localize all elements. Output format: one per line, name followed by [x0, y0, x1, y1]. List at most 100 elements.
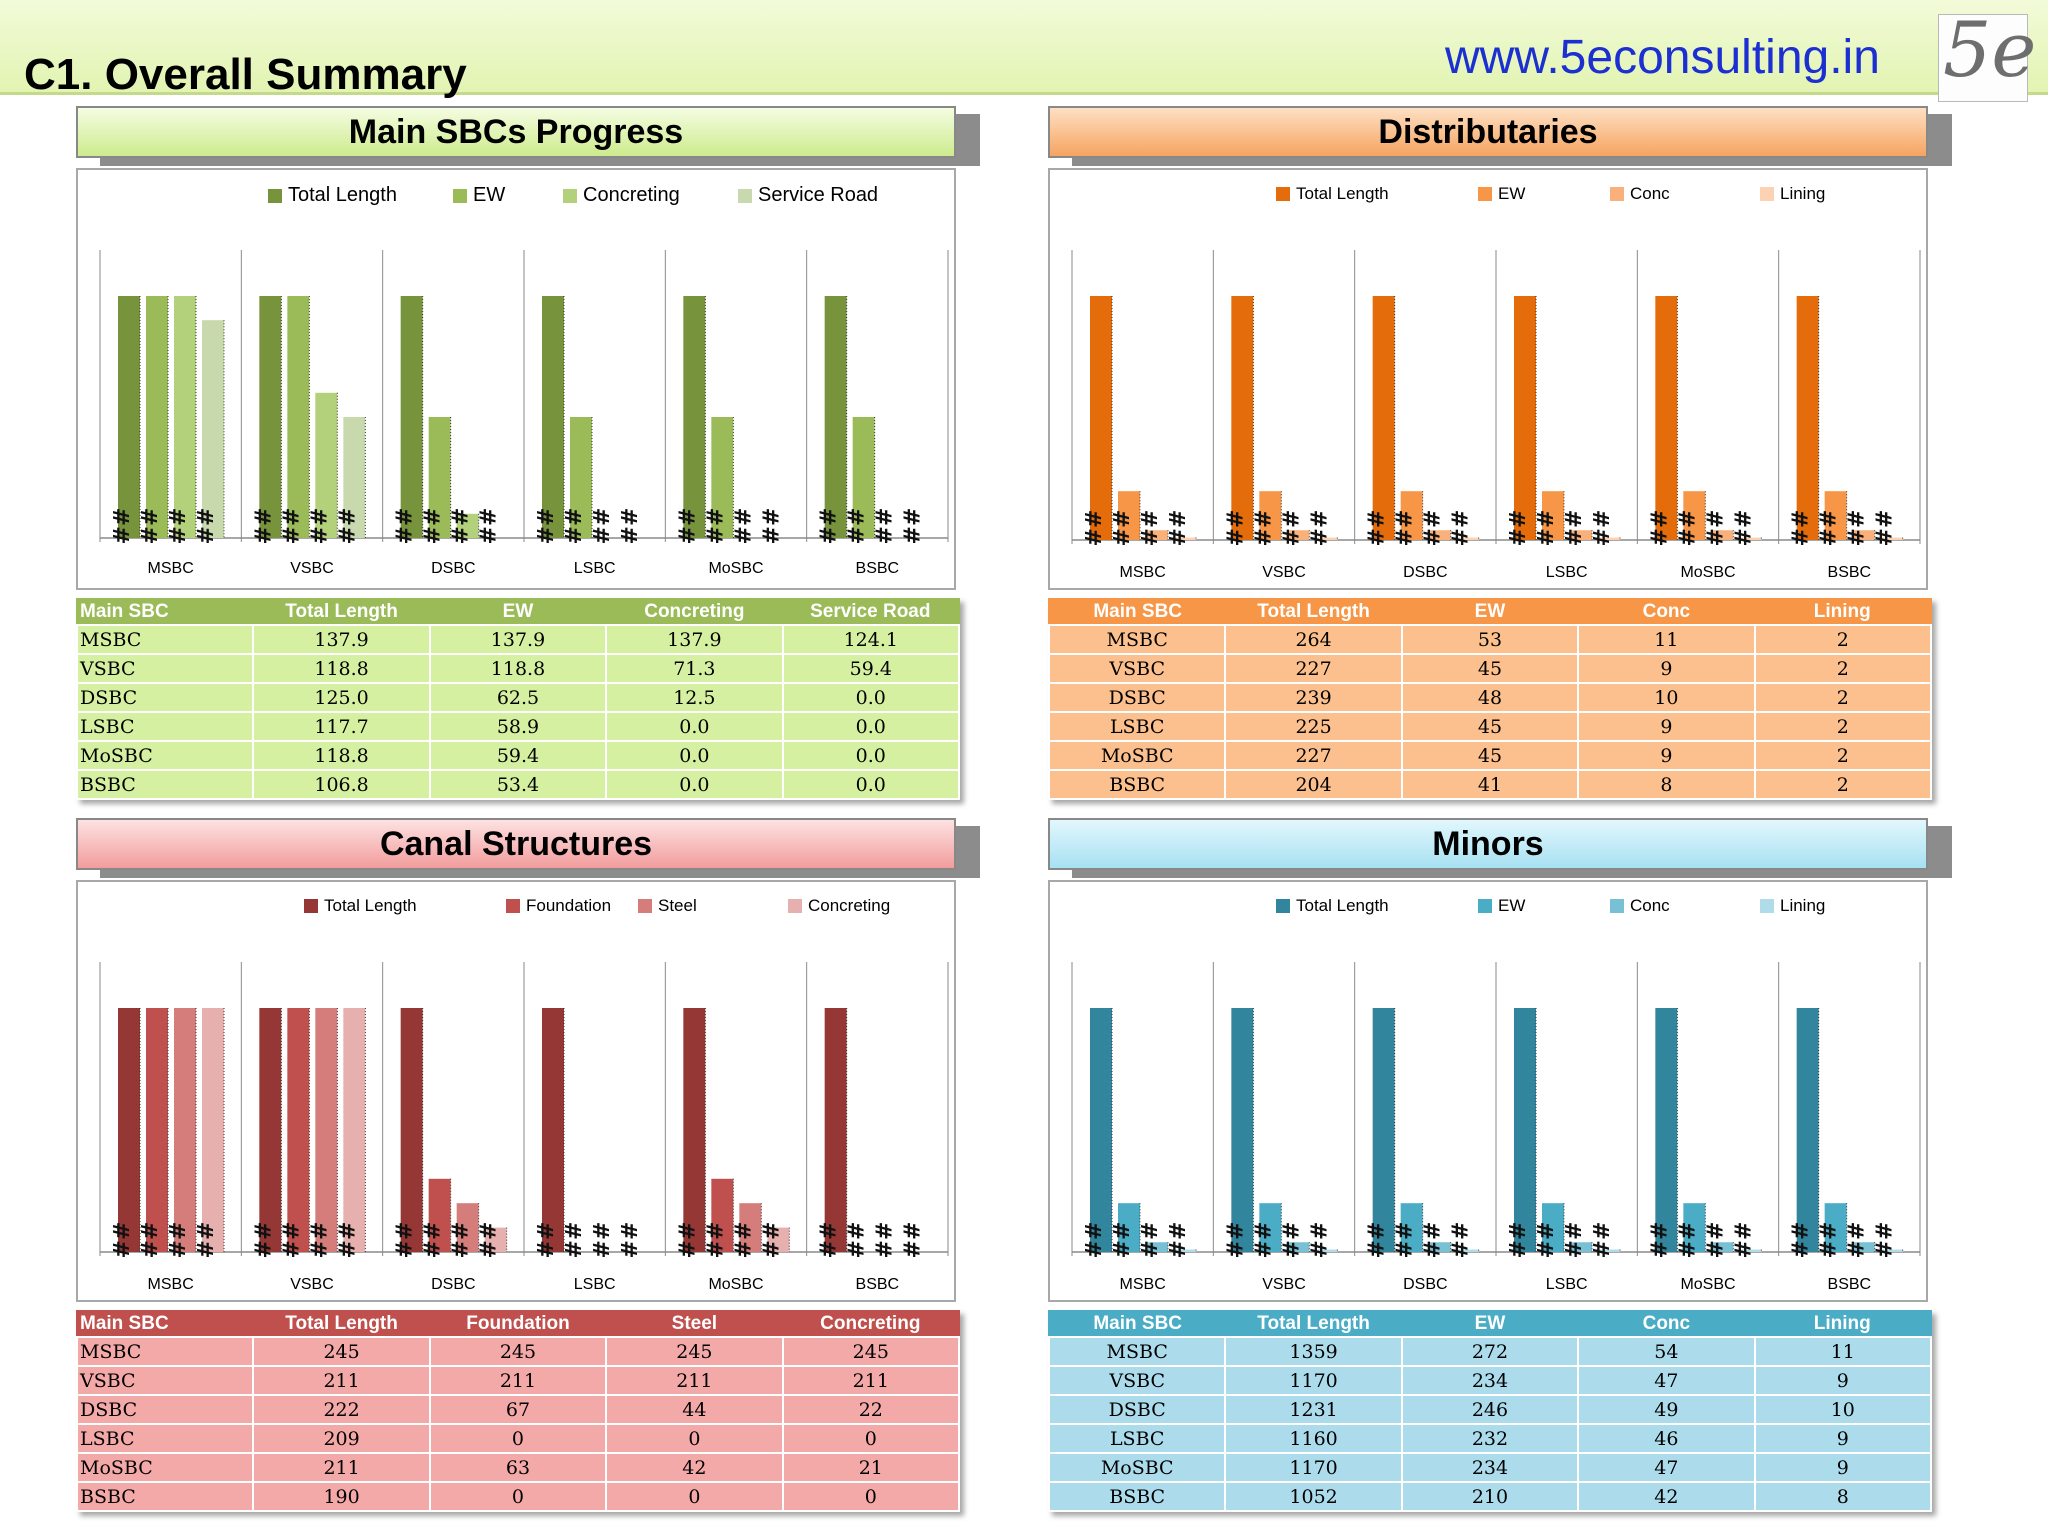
data-label: ## — [1279, 510, 1304, 547]
column-header: Concreting — [782, 1311, 959, 1337]
table-row: BSBC 190 0 0 0 — [75, 1481, 961, 1512]
table-row: MoSBC 118.8 59.4 0.0 0.0 — [75, 740, 961, 771]
table-cell: 45 — [1400, 653, 1580, 684]
data-label: ## — [1845, 510, 1870, 547]
table-cell: 0.0 — [781, 711, 961, 742]
data-label: ## — [1421, 510, 1446, 547]
table-cell: 2 — [1753, 769, 1933, 800]
table-cell: MSBC — [75, 1336, 255, 1367]
table-cell: 106.8 — [252, 769, 431, 800]
bar — [824, 296, 847, 538]
table-cell: 2 — [1753, 711, 1933, 742]
bar — [570, 417, 592, 538]
data-label: ## — [110, 1222, 135, 1259]
category-label: DSBC — [1403, 1276, 1448, 1293]
category-label: MSBC — [1119, 1276, 1166, 1293]
bar — [1456, 537, 1479, 540]
chart-distributaries: ## ## ## ## ## ## ## ## ## ## ## ## ## ## ## ## ## ## ## ##… — [1048, 168, 1928, 590]
legend-label: Lining — [1780, 896, 1826, 915]
table-row: DSBC 222 67 44 22 — [75, 1394, 961, 1425]
legend-swatch — [268, 188, 282, 203]
table-cell: 124.1 — [781, 624, 961, 655]
table-cell: LSBC — [1047, 711, 1227, 742]
data-label: ## — [1675, 1222, 1700, 1259]
column-header: EW — [1401, 1311, 1579, 1337]
bar — [118, 296, 140, 538]
table-cell: 210 — [1400, 1481, 1580, 1512]
chart-plot: ## ## ## ## ## ## ## ## ## ## ## ## ## ## ## ## ## ## ## ##… — [99, 250, 949, 545]
table-cell: 125.0 — [252, 682, 431, 713]
table-cell: 54 — [1577, 1336, 1756, 1367]
table-cell: 227 — [1224, 653, 1403, 684]
bar — [1118, 491, 1140, 540]
bar — [1372, 296, 1395, 540]
legend-swatch — [453, 188, 467, 203]
legend-label: Service Road — [758, 184, 879, 206]
column-header: Main SBC — [1049, 1311, 1226, 1337]
table-cell: 59.4 — [428, 740, 608, 771]
bar — [711, 417, 734, 538]
table-cell: 11 — [1577, 624, 1756, 655]
category-label: VSBC — [290, 560, 334, 577]
table-cell: VSBC — [75, 1365, 255, 1396]
table-cell: 190 — [252, 1481, 431, 1512]
table-cell: MoSBC — [75, 1452, 255, 1483]
table-row: MoSBC 211 63 42 21 — [75, 1452, 961, 1483]
legend-swatch — [1276, 899, 1290, 913]
legend-item: Steel — [638, 896, 697, 916]
table-cell: VSBC — [1047, 653, 1227, 684]
bar — [739, 1203, 762, 1252]
table-canal-structures: Main SBC Total Length Foundation Steel Concr… — [75, 1310, 961, 1512]
table-cell: 53 — [1400, 624, 1580, 655]
bar — [1231, 296, 1254, 540]
column-header: Total Length — [1225, 599, 1402, 625]
category-label: MoSBC — [708, 1276, 764, 1293]
bar — [1598, 1249, 1620, 1252]
column-header: EW — [429, 599, 607, 625]
chart-legend: Total Length EW Conc Lining — [1050, 184, 1926, 214]
legend-label: Concreting — [583, 184, 680, 206]
bar — [315, 1008, 338, 1252]
logo-text: 5e — [1943, 5, 2037, 94]
bar — [1824, 1203, 1847, 1252]
bar — [1090, 296, 1112, 540]
bar — [400, 296, 423, 538]
company-logo: 5e — [1938, 5, 2036, 102]
title-bar — [0, 0, 2048, 95]
data-label: ## — [1731, 510, 1756, 547]
bar — [1428, 530, 1451, 540]
table-cell: 225 — [1224, 711, 1403, 742]
data-label: ## — [251, 508, 276, 545]
table-row: MSBC 245 245 245 245 — [75, 1336, 961, 1367]
table-cell: 0 — [428, 1481, 608, 1512]
legend-swatch — [1610, 899, 1624, 913]
website-link[interactable]: www.5econsulting.in — [1445, 31, 1880, 84]
bar — [259, 1008, 282, 1252]
table-cell: 1160 — [1224, 1423, 1403, 1454]
data-label: ## — [1110, 510, 1135, 547]
table-cell: BSBC — [75, 769, 255, 800]
data-label: ## — [1731, 1222, 1756, 1259]
legend-swatch — [1610, 187, 1624, 201]
legend-label: Total Length — [1296, 896, 1389, 915]
bar — [428, 417, 451, 538]
category-label: DSBC — [431, 1276, 476, 1293]
data-label: ## — [1789, 1222, 1814, 1259]
column-header: Main SBC — [1049, 599, 1226, 625]
data-label: ## — [1279, 1222, 1304, 1259]
bar — [118, 1008, 140, 1252]
data-label: ## — [1393, 510, 1418, 547]
bar — [1655, 1008, 1678, 1252]
table-distributaries: Main SBC Total Length EW Conc Lining MSBC 264 5… — [1047, 598, 1933, 800]
bar — [456, 1203, 479, 1252]
bar — [202, 1008, 224, 1252]
data-label: ## — [1138, 510, 1163, 547]
bar — [1683, 1203, 1706, 1252]
table-cell: MSBC — [1047, 1336, 1227, 1367]
data-label: ## — [562, 508, 587, 545]
table-cell: DSBC — [1047, 682, 1227, 713]
table-cell: 12.5 — [605, 682, 784, 713]
data-label: ## — [1590, 1222, 1615, 1259]
table-cell: 211 — [252, 1365, 431, 1396]
table-row: DSBC 239 48 10 2 — [1047, 682, 1933, 713]
